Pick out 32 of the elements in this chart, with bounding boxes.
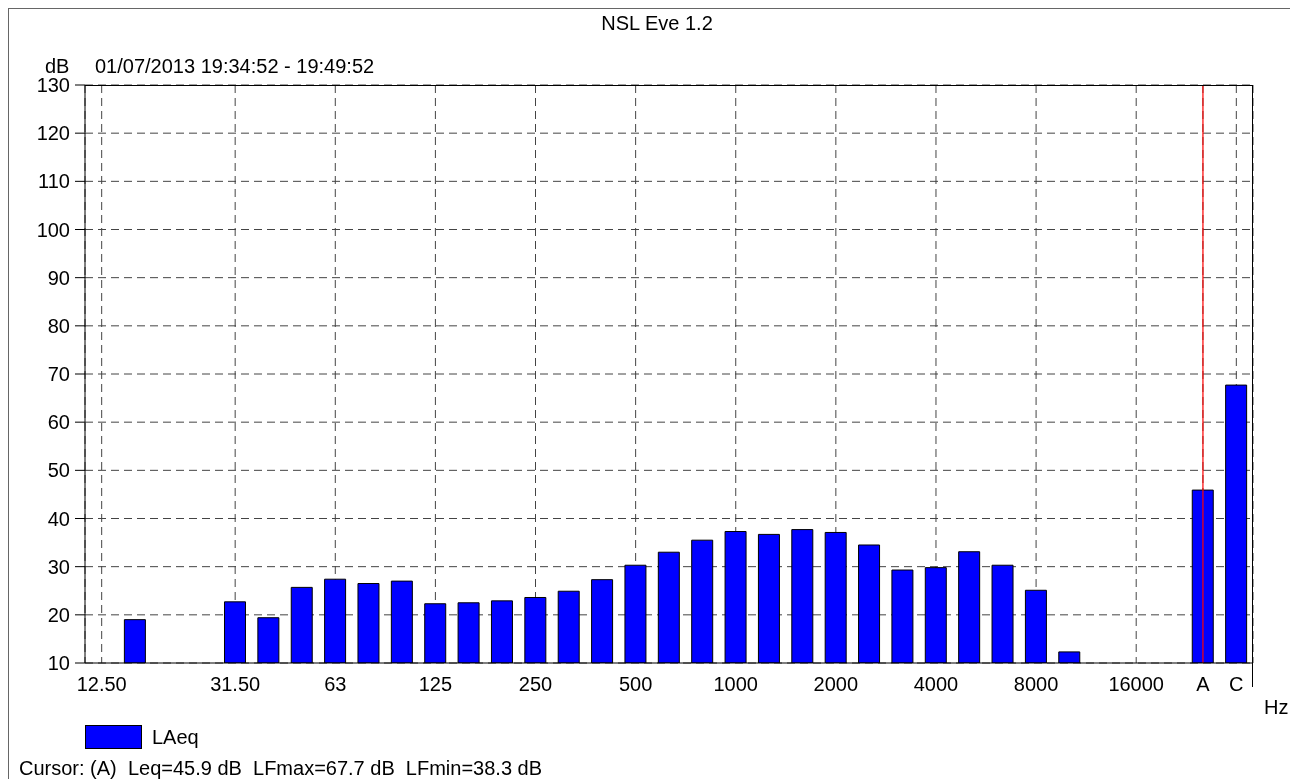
y-tick-label: 40 (47, 507, 70, 530)
y-tick-label: 70 (47, 363, 70, 386)
text: Cursor: (A) Leq=45.9 dB LFmax=67.7 dB LFmin=38.3 dB (19, 757, 543, 779)
y-tick-label: 60 (47, 411, 70, 434)
y-tick-label: 130 (36, 74, 70, 97)
x-tick-label: A (1196, 673, 1211, 696)
x-tick-label: 16000 (1108, 673, 1165, 696)
y-tick-label: 20 (47, 603, 70, 626)
x-axis-title: Hz (1264, 696, 1289, 718)
y-tick-label: 10 (47, 652, 70, 675)
y-tick-label: 100 (36, 218, 70, 241)
y-tick-label: 120 (36, 122, 70, 145)
y-axis-title: dB (45, 55, 70, 77)
x-tick-label: C (1229, 673, 1244, 696)
y-tick-label: 110 (38, 170, 70, 193)
y-tick-label: 80 (47, 314, 70, 337)
y-tick-label: 50 (47, 459, 70, 482)
x-tick-label: 250 (518, 673, 553, 696)
legend-label: LAeq (152, 726, 199, 748)
y-tick-label: 30 (47, 555, 70, 578)
x-tick-label: 12.50 (76, 673, 127, 696)
chart-subtitle: 01/07/2013 19:34:52 - 19:49:52 (95, 55, 375, 77)
x-tick-label: 500 (618, 673, 653, 696)
x-tick-label: 2000 (813, 673, 859, 696)
x-tick-label: 63 (324, 673, 347, 696)
x-tick-label: 125 (418, 673, 453, 696)
x-tick-label: 8000 (1013, 673, 1059, 696)
y-tick-label: 90 (47, 266, 70, 289)
x-tick-label: 1000 (713, 673, 758, 696)
chart-title: NSL Eve 1.2 (601, 12, 713, 34)
x-tick-label: 31.50 (210, 673, 261, 696)
x-tick-label: 4000 (913, 673, 959, 696)
